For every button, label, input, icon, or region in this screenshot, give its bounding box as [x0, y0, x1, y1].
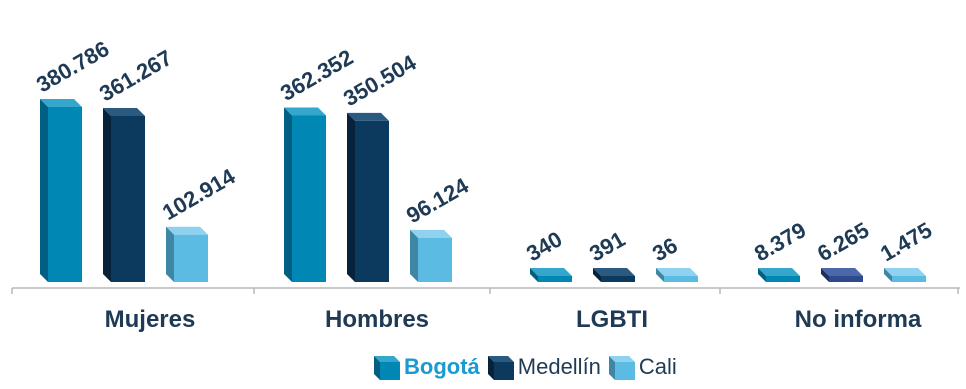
category-label-hombres: Hombres [325, 306, 429, 333]
bar-cali-mujeres [166, 226, 208, 282]
bar-front-face [174, 234, 208, 282]
bar-side-face [40, 99, 48, 282]
bar-bogota-mujeres [40, 99, 82, 282]
bar-front-face [418, 237, 452, 282]
bar-cali-lgbti [656, 268, 698, 282]
data-label-cali-lgbti: 36 [648, 232, 682, 266]
bar-side-face [530, 268, 538, 282]
bar-front-face [111, 115, 145, 282]
legend-label-cali: Cali [638, 354, 677, 379]
bar-front-face [664, 276, 698, 282]
bar-top-face [410, 229, 452, 238]
bar-side-face [821, 268, 829, 282]
bar-bogota-no-informa [758, 268, 800, 282]
legend-label-bogota: Bogotá [404, 354, 480, 379]
bar-top-face [103, 107, 145, 116]
bar-top-face [347, 112, 389, 121]
bar-front-face [48, 107, 82, 282]
bar-top-face [821, 268, 863, 276]
bar-cali-no-informa [884, 268, 926, 282]
bar-side-face [758, 268, 766, 282]
bar-medellin-no-informa [821, 268, 863, 282]
legend-swatch-medellin [487, 356, 514, 380]
bar-side-face [656, 268, 664, 282]
legend-label-medellin: Medellín [517, 354, 601, 379]
bar-top-face [593, 268, 635, 276]
legend-item-cali: Cali [608, 354, 677, 380]
bar-medellin-hombres [347, 112, 389, 282]
bar-side-face [166, 226, 174, 282]
bar-top-face [284, 107, 326, 116]
bar-medellin-mujeres [103, 107, 145, 282]
bar-side-face [593, 268, 601, 282]
bar-front-face [601, 276, 635, 282]
bar-front-face [766, 276, 800, 282]
data-label-cali-mujeres: 102.914 [158, 163, 240, 225]
bar-front-face [538, 276, 572, 282]
data-label-bogota-no-informa: 8.379 [750, 217, 810, 266]
category-labels-group: Mujeres Hombres LGBTI No informa [105, 306, 922, 333]
bars-group [40, 99, 926, 282]
bar-front-face [292, 115, 326, 282]
bar-front-face [892, 276, 926, 282]
category-label-mujeres: Mujeres [105, 306, 196, 333]
bar-side-face [347, 112, 355, 282]
data-label-cali-hombres: 96.124 [402, 172, 473, 228]
category-label-no-informa: No informa [795, 306, 922, 333]
data-label-medellin-lgbti: 391 [585, 226, 629, 266]
legend-swatch-bogota [374, 356, 400, 380]
bar-cali-hombres [410, 229, 452, 282]
bar-side-face [284, 107, 292, 282]
bar-top-face [884, 268, 926, 276]
legend: Bogotá Medellín Cali [374, 354, 677, 380]
bar-top-face [530, 268, 572, 276]
bar-top-face [758, 268, 800, 276]
legend-item-medellin: Medellín [487, 354, 601, 380]
bar-front-face [355, 120, 389, 282]
bar-top-face [40, 99, 82, 107]
bar-top-face [656, 268, 698, 276]
data-label-bogota-lgbti: 340 [522, 226, 566, 266]
bar-front-face [829, 276, 863, 282]
legend-swatch-cali [608, 356, 635, 380]
data-label-cali-no-informa: 1.475 [876, 217, 936, 266]
bar-medellin-lgbti [593, 268, 635, 282]
bar-top-face [166, 226, 208, 235]
bar-side-face [884, 268, 892, 282]
data-label-medellin-no-informa: 6.265 [813, 217, 873, 266]
bar-bogota-lgbti [530, 268, 572, 282]
bar-side-face [103, 107, 111, 282]
x-axis [11, 287, 960, 294]
category-label-lgbti: LGBTI [576, 306, 648, 333]
bar-bogota-hombres [284, 107, 326, 282]
legend-item-bogota: Bogotá [374, 354, 480, 380]
bar-side-face [410, 229, 418, 282]
